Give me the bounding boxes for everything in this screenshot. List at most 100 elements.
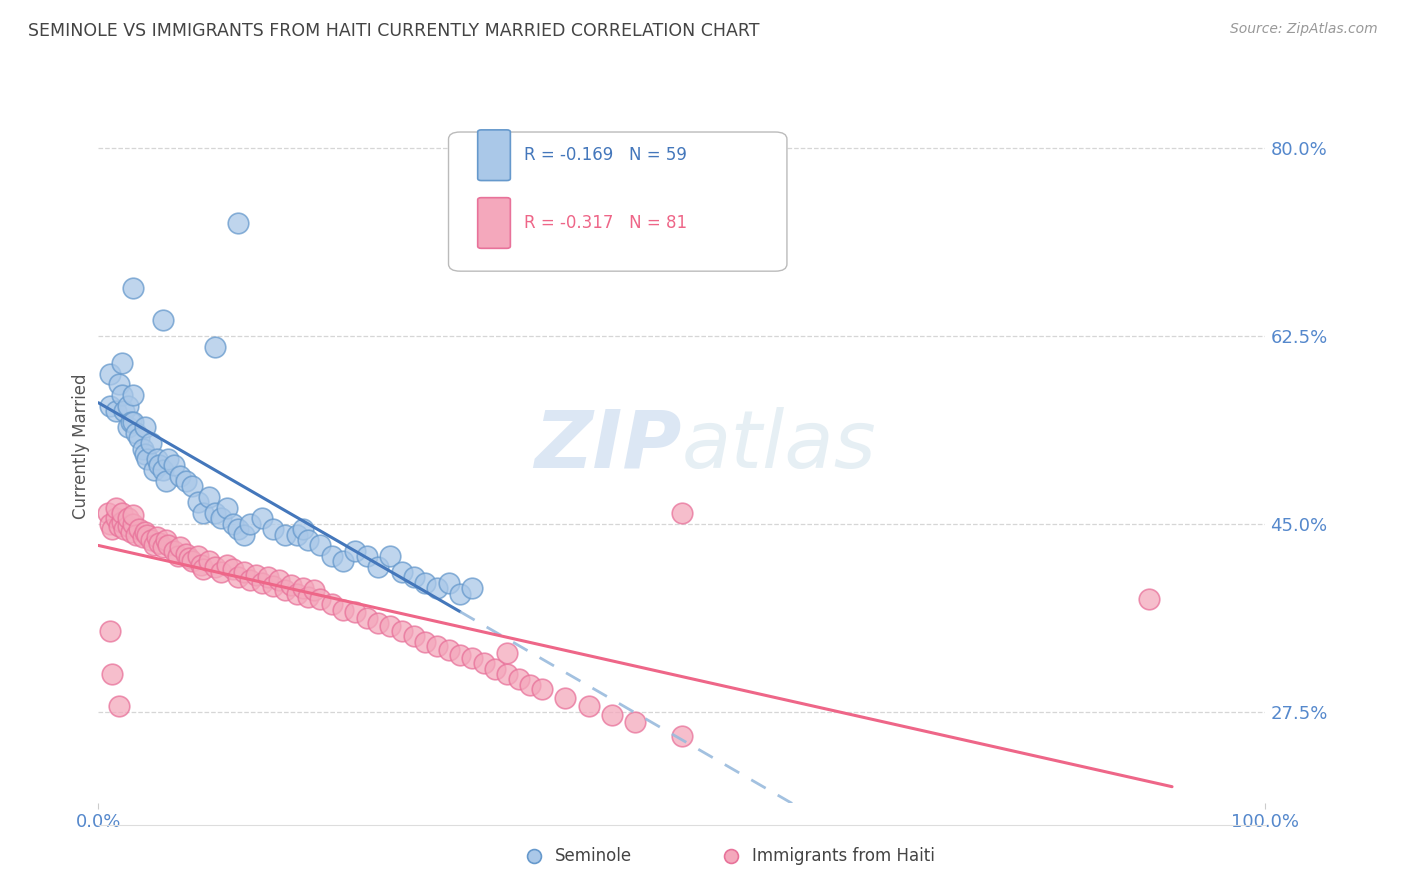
Point xyxy=(104,511,127,525)
Point xyxy=(122,516,145,531)
Point xyxy=(380,619,402,633)
Point xyxy=(554,690,576,705)
Point xyxy=(256,570,278,584)
Point xyxy=(146,530,169,544)
Point xyxy=(228,522,250,536)
Point xyxy=(285,586,308,600)
Point xyxy=(112,404,135,418)
Point xyxy=(285,527,308,541)
Point xyxy=(472,657,495,671)
Point xyxy=(152,313,174,327)
FancyBboxPatch shape xyxy=(478,130,510,180)
Point xyxy=(304,583,326,598)
Point xyxy=(228,216,250,230)
Point xyxy=(356,611,378,625)
Point xyxy=(111,515,134,529)
Point xyxy=(332,554,354,568)
Point xyxy=(274,583,297,598)
Text: ZIP: ZIP xyxy=(534,407,682,485)
Point xyxy=(148,536,170,550)
Point xyxy=(108,519,131,533)
Point xyxy=(155,474,177,488)
Point xyxy=(108,699,131,714)
Point xyxy=(291,581,314,595)
Point xyxy=(101,522,124,536)
Point xyxy=(125,425,148,440)
Point xyxy=(97,506,120,520)
Point xyxy=(117,519,139,533)
Point xyxy=(143,463,166,477)
FancyBboxPatch shape xyxy=(478,198,510,248)
Point xyxy=(221,516,243,531)
Point xyxy=(239,516,262,531)
Point xyxy=(98,367,121,381)
Point xyxy=(174,547,197,561)
Point xyxy=(204,506,226,520)
Point xyxy=(367,559,389,574)
Point xyxy=(245,568,267,582)
Point xyxy=(117,420,139,434)
Point xyxy=(187,495,209,509)
Point xyxy=(98,624,121,639)
Point xyxy=(344,543,367,558)
Point xyxy=(600,707,623,722)
Point xyxy=(180,554,202,568)
Point xyxy=(101,667,124,681)
Point xyxy=(367,615,389,630)
Point xyxy=(437,643,460,657)
Point xyxy=(1137,591,1160,606)
Point xyxy=(508,673,530,687)
Point xyxy=(128,431,150,445)
Point xyxy=(104,500,127,515)
Point xyxy=(204,559,226,574)
Point xyxy=(179,551,201,566)
Point xyxy=(157,452,180,467)
Point xyxy=(163,458,186,472)
Point xyxy=(169,541,191,555)
Point xyxy=(530,681,553,696)
Y-axis label: Currently Married: Currently Married xyxy=(72,373,90,519)
Point xyxy=(209,565,232,579)
Point xyxy=(215,500,238,515)
Point xyxy=(111,356,134,370)
Point xyxy=(426,581,449,595)
Point xyxy=(321,549,343,563)
Point xyxy=(136,527,159,541)
Point xyxy=(148,458,170,472)
Text: atlas: atlas xyxy=(682,407,877,485)
Point xyxy=(402,630,425,644)
Point xyxy=(484,662,506,676)
Point xyxy=(187,549,209,563)
Text: Immigrants from Haiti: Immigrants from Haiti xyxy=(752,847,935,865)
Point xyxy=(228,570,250,584)
Text: Source: ZipAtlas.com: Source: ZipAtlas.com xyxy=(1230,22,1378,37)
Point xyxy=(143,538,166,552)
Point xyxy=(380,549,402,563)
Point xyxy=(166,549,188,563)
FancyBboxPatch shape xyxy=(449,132,787,271)
Point xyxy=(402,570,425,584)
Point xyxy=(413,635,436,649)
Point xyxy=(139,533,162,547)
Point xyxy=(134,447,156,461)
Point xyxy=(146,452,169,467)
Point xyxy=(309,591,332,606)
Point xyxy=(519,678,541,692)
Point xyxy=(122,281,145,295)
Point xyxy=(250,511,273,525)
Point xyxy=(297,533,319,547)
Point xyxy=(233,565,256,579)
Point xyxy=(157,538,180,552)
Point xyxy=(120,525,142,540)
Point xyxy=(209,511,232,525)
Point xyxy=(671,506,693,520)
Point xyxy=(578,699,600,714)
Point xyxy=(122,415,145,429)
Point xyxy=(132,442,155,456)
Point xyxy=(204,340,226,354)
Point xyxy=(169,468,191,483)
Point xyxy=(117,399,139,413)
Point xyxy=(413,575,436,590)
Point xyxy=(98,516,121,531)
Point xyxy=(449,648,471,662)
